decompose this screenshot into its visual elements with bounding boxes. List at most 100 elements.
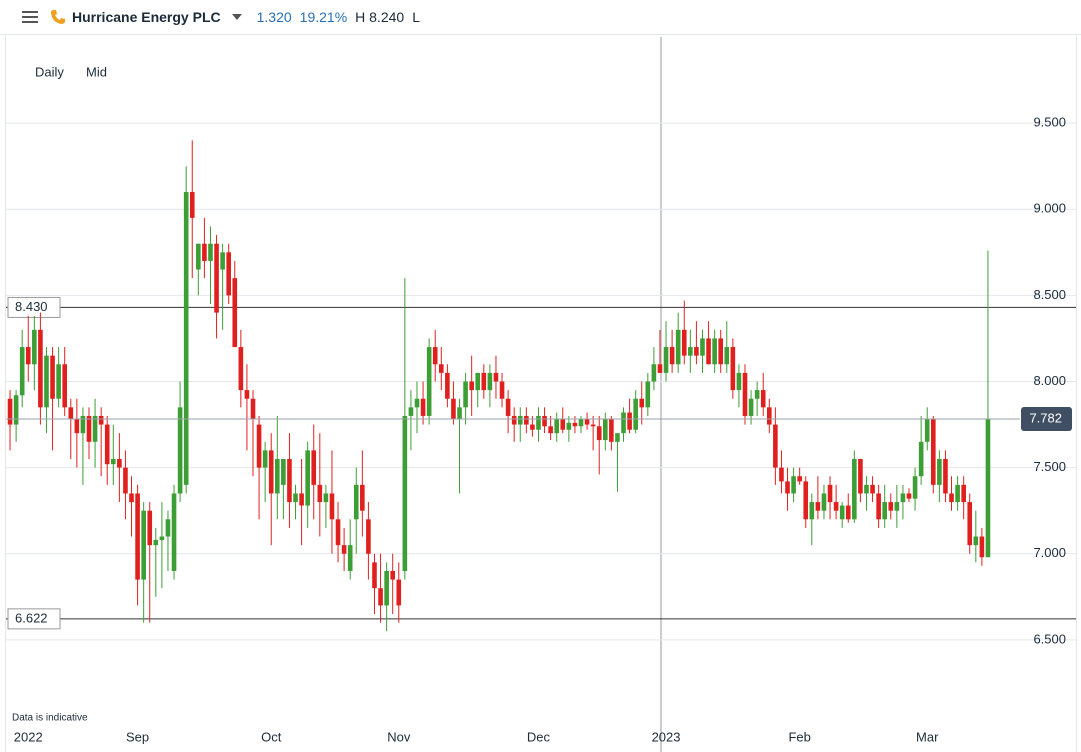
candle-body [299, 493, 304, 506]
candle-body [548, 426, 553, 434]
x-tick-label: 2022 [14, 729, 43, 744]
candle-body [86, 415, 92, 442]
candle-body [815, 502, 821, 511]
candle-body [311, 450, 317, 485]
candle-body [736, 372, 742, 391]
candle-body [517, 415, 523, 425]
candle-body [384, 570, 389, 606]
phone-icon [51, 10, 65, 24]
candle-body [499, 381, 505, 399]
candle-body [110, 459, 116, 465]
candle-body [414, 398, 420, 408]
candle-body [360, 484, 365, 511]
candle-body [584, 419, 590, 425]
candle-body [809, 502, 815, 520]
candle-body [281, 459, 286, 485]
reference-label-box [7, 608, 61, 630]
candle-body [700, 338, 705, 356]
candle-body [985, 419, 991, 558]
candle-body [68, 407, 74, 420]
candle-body [773, 424, 778, 468]
candle-body [408, 407, 414, 416]
reference-label: 6.622 [15, 610, 48, 625]
candle-body [785, 481, 790, 494]
candle-body [135, 493, 140, 580]
candle-body [196, 243, 201, 270]
x-tick-label: Mar [916, 729, 939, 744]
candle-body [870, 484, 875, 494]
instrument-name: Hurricane Energy PLC [72, 9, 221, 25]
candle-body [803, 481, 809, 520]
candle-body [153, 539, 159, 546]
candle-body [457, 407, 462, 420]
candle-body [845, 505, 851, 520]
candle-body [937, 459, 942, 485]
candle-body [742, 372, 748, 416]
candle-body [250, 398, 256, 420]
candle-body [390, 570, 396, 580]
menu-icon[interactable] [22, 10, 40, 24]
candle-body [159, 536, 165, 540]
candle-body [463, 381, 468, 408]
interval[interactable]: Daily [35, 64, 64, 79]
low: L [412, 9, 420, 25]
x-tick-label: Nov [387, 729, 411, 744]
candle-body [341, 545, 347, 554]
candle-body [129, 493, 134, 503]
candle-body [475, 372, 481, 391]
candle-body [451, 398, 456, 420]
candle-body [366, 519, 371, 554]
candle-body [323, 493, 329, 503]
candle-body [797, 476, 802, 482]
y-tick-label: 6.500 [1033, 631, 1066, 646]
candle-body [92, 415, 98, 442]
candle-body [827, 484, 833, 503]
candle-body [432, 347, 438, 365]
header: Hurricane Energy PLC 1.320 19.21% H 8.24… [0, 0, 1081, 35]
y-tick-label: 8.000 [1033, 373, 1066, 388]
candle-body [202, 243, 207, 261]
x-tick-label: Sep [126, 729, 149, 744]
candle-body [530, 424, 535, 430]
candle-body [609, 419, 614, 442]
reference-label: 8.430 [15, 299, 48, 314]
candle-body [724, 347, 730, 365]
candle-body [98, 415, 104, 425]
candle-body [189, 192, 195, 218]
candle-body [80, 415, 86, 434]
dropdown-caret[interactable] [231, 12, 243, 22]
candle-body [511, 415, 517, 425]
candle-body [645, 381, 651, 408]
footnote: Data is indicative [12, 713, 88, 724]
candle-body [426, 347, 432, 416]
candle-body [657, 364, 663, 373]
candle-body [639, 398, 645, 408]
x-tick-label: Dec [527, 729, 551, 744]
candle-body [268, 450, 274, 494]
candle-body [566, 422, 572, 430]
candle-body [973, 536, 979, 546]
candle-body [438, 364, 444, 373]
candle-body [888, 502, 894, 511]
candle-body [791, 476, 796, 494]
candle-body [876, 493, 881, 520]
candle-body [183, 192, 189, 485]
candle-body [688, 347, 693, 356]
x-tick-label: Oct [261, 729, 282, 744]
candle-body [378, 588, 383, 606]
candle-body [7, 398, 13, 425]
price-type[interactable]: Mid [86, 64, 107, 79]
candle-body [481, 372, 487, 391]
candle-body [578, 419, 584, 427]
candle-body [487, 372, 493, 391]
candle-body [74, 419, 80, 434]
candle-body [906, 493, 912, 499]
candle-body [524, 415, 529, 425]
candle-body [712, 338, 717, 365]
candle-body [238, 347, 244, 391]
y-tick-label: 9.000 [1033, 201, 1066, 216]
candle-body [912, 476, 918, 499]
candle-body [663, 347, 669, 373]
candle-body [32, 329, 37, 365]
candle-body [536, 415, 541, 430]
